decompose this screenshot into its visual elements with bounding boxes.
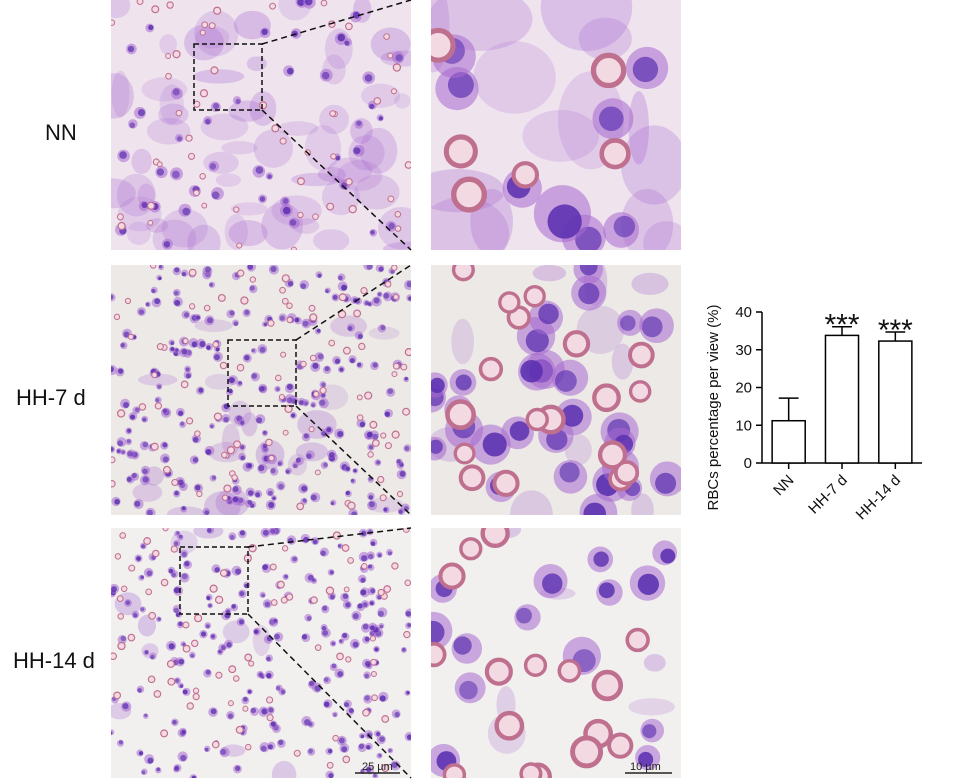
- micrograph-hh14-low: [111, 528, 411, 778]
- micrograph-nn-zoom: [431, 0, 681, 250]
- x-tick-label: NN: [770, 472, 797, 499]
- bar-nn: [771, 419, 806, 464]
- bar-hh-14-d: [878, 340, 913, 464]
- significance-label: ***: [824, 309, 859, 342]
- x-tick-label: HH-14 d: [853, 472, 905, 524]
- bar-hh-7-d: [824, 334, 860, 464]
- micrograph-nn-low: [111, 0, 411, 250]
- row-label-hh-7d: HH-7 d: [16, 385, 86, 410]
- chart-bars: *** ***: [771, 309, 913, 464]
- x-tick-label: HH-7 d: [805, 472, 851, 518]
- significance-label: ***: [878, 314, 913, 347]
- micrograph-hh7-low: [111, 265, 411, 515]
- y-tick-label: 40: [735, 304, 752, 321]
- row-label-hh-14d: HH-14 d: [13, 648, 95, 673]
- micrograph-hh7-zoom: [431, 265, 681, 515]
- row-label-nn: NN: [45, 120, 77, 145]
- y-tick-label: 0: [744, 455, 752, 472]
- y-tick-label: 10: [735, 417, 752, 434]
- y-tick-label: 20: [735, 380, 752, 397]
- micrograph-hh14-zoom: [431, 528, 681, 778]
- y-axis-title: RBCs percentage per view (%): [705, 305, 722, 511]
- rbc-bar-chart: RBCs percentage per view (%) 0 10 20 30 40 NN…: [705, 304, 922, 524]
- y-tick-label: 30: [735, 342, 752, 359]
